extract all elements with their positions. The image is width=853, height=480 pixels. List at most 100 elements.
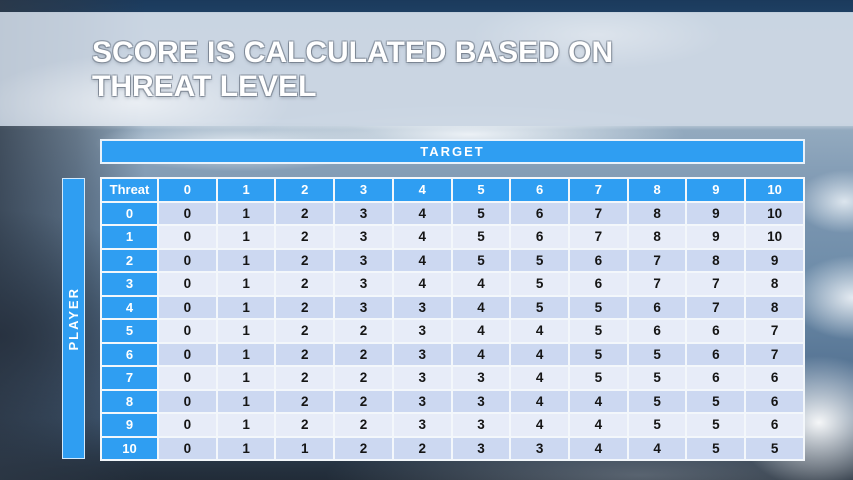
score-cell: 6 (744, 365, 805, 391)
target-column-header: 10 (744, 177, 805, 203)
score-cell: 0 (157, 200, 218, 226)
score-cell: 3 (391, 365, 453, 391)
score-cell: 3 (391, 388, 453, 414)
score-cell: 1 (215, 435, 277, 461)
score-cell: 7 (626, 271, 688, 297)
score-cell: 4 (568, 435, 629, 461)
score-cell: 4 (626, 435, 688, 461)
score-cell: 0 (157, 224, 218, 250)
score-cell: 5 (685, 435, 747, 461)
score-cell: 4 (509, 341, 571, 367)
score-cell: 3 (450, 412, 512, 438)
score-cell: 6 (744, 412, 805, 438)
threat-row-header: 1 (100, 224, 159, 250)
score-cell: 6 (685, 365, 747, 391)
target-column-header: 5 (450, 177, 512, 203)
score-cell: 6 (626, 294, 688, 320)
score-cell: 5 (626, 412, 688, 438)
score-cell: 0 (157, 271, 218, 297)
threat-row-header: 10 (100, 435, 159, 461)
threat-row-header: 2 (100, 247, 159, 273)
score-cell: 2 (274, 412, 336, 438)
score-cell: 1 (215, 271, 277, 297)
score-cell: 1 (215, 224, 277, 250)
score-cell: 3 (450, 365, 512, 391)
score-cell: 5 (568, 294, 629, 320)
player-axis-label: PLAYER (66, 286, 81, 351)
score-cell: 3 (509, 435, 571, 461)
score-cell: 4 (509, 412, 571, 438)
score-cell: 2 (274, 341, 336, 367)
target-column-header: 9 (685, 177, 747, 203)
score-cell: 8 (685, 247, 747, 273)
score-cell: 3 (450, 388, 512, 414)
score-cell: 6 (626, 318, 688, 344)
score-cell: 5 (568, 365, 629, 391)
target-column-header: 6 (509, 177, 571, 203)
score-cell: 1 (215, 294, 277, 320)
score-cell: 3 (391, 412, 453, 438)
score-cell: 7 (685, 271, 747, 297)
score-cell: 8 (626, 224, 688, 250)
score-cell: 0 (157, 435, 218, 461)
threat-row-header: 7 (100, 365, 159, 391)
score-cell: 3 (333, 200, 394, 226)
score-cell: 7 (744, 318, 805, 344)
threat-row-header: 8 (100, 388, 159, 414)
score-cell: 0 (157, 318, 218, 344)
score-cell: 2 (333, 412, 394, 438)
score-cell: 2 (333, 341, 394, 367)
score-cell: 1 (274, 435, 336, 461)
score-cell: 10 (744, 224, 805, 250)
score-cell: 8 (744, 271, 805, 297)
score-cell: 2 (333, 388, 394, 414)
matrix-row: 10 0 1 1 2 2 3 3 4 4 5 5 (100, 435, 805, 461)
score-cell: 4 (391, 200, 453, 226)
score-cell: 3 (333, 247, 394, 273)
score-cell: 2 (391, 435, 453, 461)
target-column-header: 1 (215, 177, 277, 203)
score-cell: 6 (509, 224, 571, 250)
matrix-body: 0 0 1 2 3 4 5 6 7 8 9 10 1 0 1 2 3 4 5 6 7 8 9 10 2 0 1 2 3 4 5 5 6 7 8 9 3 0… (100, 200, 805, 461)
score-cell: 4 (450, 318, 512, 344)
score-cell: 5 (509, 247, 571, 273)
score-cell: 7 (685, 294, 747, 320)
score-cell: 1 (215, 341, 277, 367)
score-cell: 3 (391, 341, 453, 367)
score-cell: 5 (626, 341, 688, 367)
score-cell: 2 (333, 435, 394, 461)
score-cell: 0 (157, 412, 218, 438)
score-cell: 10 (744, 200, 805, 226)
score-cell: 0 (157, 341, 218, 367)
score-cell: 4 (391, 247, 453, 273)
score-cell: 5 (744, 435, 805, 461)
score-cell: 2 (274, 271, 336, 297)
score-matrix-table: Threat 0 1 2 3 4 5 6 7 8 9 10 0 0 1 2 3 4 5 6 7 8 9 10 1 0 1 2 3 4 5 6… (100, 177, 805, 461)
score-cell: 5 (450, 247, 512, 273)
score-cell: 4 (450, 294, 512, 320)
score-cell: 2 (333, 318, 394, 344)
score-cell: 4 (450, 341, 512, 367)
target-column-header: 8 (626, 177, 688, 203)
matrix-header-row: Threat 0 1 2 3 4 5 6 7 8 9 10 (100, 177, 805, 203)
score-cell: 0 (157, 388, 218, 414)
target-column-header: 0 (157, 177, 218, 203)
threat-row-header: 4 (100, 294, 159, 320)
score-cell: 0 (157, 247, 218, 273)
score-cell: 4 (450, 271, 512, 297)
threat-row-header: 5 (100, 318, 159, 344)
score-cell: 5 (568, 318, 629, 344)
score-cell: 4 (509, 388, 571, 414)
score-cell: 1 (215, 200, 277, 226)
corner-header-threat: Threat (100, 177, 159, 203)
score-cell: 5 (685, 388, 747, 414)
score-cell: 2 (274, 365, 336, 391)
score-cell: 8 (626, 200, 688, 226)
score-cell: 4 (391, 224, 453, 250)
threat-row-header: 9 (100, 412, 159, 438)
